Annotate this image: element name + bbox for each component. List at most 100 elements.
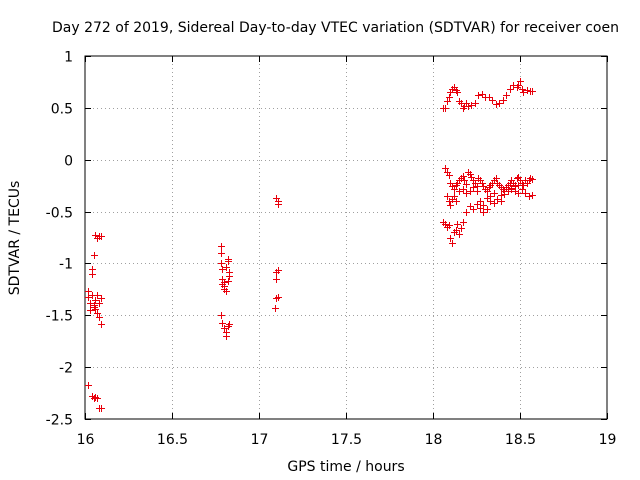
data-point: [218, 243, 225, 250]
data-point: [85, 288, 92, 295]
data-point: [221, 286, 228, 293]
data-point: [467, 188, 474, 195]
data-point: [463, 209, 470, 216]
data-point: [218, 250, 225, 257]
data-point: [442, 105, 449, 112]
data-point: [454, 89, 461, 96]
data-point: [524, 87, 531, 94]
y-tick-label: -1: [59, 257, 73, 273]
data-point: [273, 276, 280, 283]
data-point: [225, 278, 232, 285]
data-point: [218, 260, 225, 267]
data-point: [98, 321, 105, 328]
data-point: [467, 171, 474, 178]
data-point: [467, 203, 474, 210]
x-tick-label: 16: [77, 432, 95, 448]
data-point: [472, 100, 479, 107]
data-point: [484, 188, 491, 195]
data-point: [89, 292, 96, 299]
data-points: [85, 78, 536, 412]
data-point: [519, 86, 526, 93]
data-point: [480, 202, 487, 209]
data-point: [500, 97, 507, 104]
data-point: [470, 206, 477, 213]
data-point: [444, 98, 451, 105]
y-tick-label: 0.5: [51, 102, 73, 118]
data-point: [92, 297, 99, 304]
data-point: [85, 294, 92, 301]
data-point: [219, 320, 226, 327]
data-point: [89, 266, 96, 273]
data-point: [498, 192, 505, 199]
data-point: [458, 225, 465, 232]
data-point: [491, 200, 498, 207]
x-axis-title: GPS time / hours: [287, 459, 404, 475]
data-point: [456, 188, 463, 195]
data-point: [91, 252, 98, 259]
data-point: [505, 186, 512, 193]
data-point: [474, 201, 481, 208]
data-point: [91, 304, 98, 311]
data-point: [98, 405, 105, 412]
data-point: [219, 266, 226, 273]
data-point: [487, 198, 494, 205]
x-tick-label: 16.5: [157, 432, 188, 448]
data-point: [475, 92, 482, 99]
data-point: [468, 102, 475, 109]
data-point: [526, 193, 533, 200]
data-point: [454, 221, 461, 228]
y-tick-label: -1.5: [46, 309, 73, 325]
data-point: [226, 321, 233, 328]
data-point: [463, 181, 470, 188]
data-point: [470, 184, 477, 191]
data-point: [498, 198, 505, 205]
data-point: [446, 172, 453, 179]
data-point: [503, 92, 510, 99]
data-point: [529, 176, 536, 183]
data-point: [272, 305, 279, 312]
data-point: [225, 256, 232, 263]
axis-ticks: [85, 56, 608, 420]
data-point: [489, 97, 496, 104]
data-point: [508, 185, 515, 192]
data-point: [493, 101, 500, 108]
data-point: [446, 94, 453, 101]
y-tick-label: -2: [59, 361, 73, 377]
y-tick-label: -2.5: [46, 413, 73, 429]
data-point: [442, 165, 449, 172]
data-point: [85, 382, 92, 389]
x-tick-label: 17.5: [331, 432, 362, 448]
x-tick-label: 18: [425, 432, 443, 448]
data-point: [480, 209, 487, 216]
data-point: [529, 88, 536, 95]
data-point: [453, 227, 460, 234]
data-point: [491, 190, 498, 197]
x-tick-label: 17: [251, 432, 269, 448]
data-point: [494, 196, 501, 203]
data-point: [451, 186, 458, 193]
data-point: [226, 273, 233, 280]
data-point: [515, 182, 522, 189]
data-point: [460, 219, 467, 226]
data-point: [512, 183, 519, 190]
y-tick-label: -0.5: [46, 206, 73, 222]
x-tick-label: 19: [599, 432, 617, 448]
data-point: [453, 198, 460, 205]
data-point: [477, 205, 484, 212]
data-point: [96, 314, 103, 321]
data-point: [484, 206, 491, 213]
data-point: [496, 100, 503, 107]
data-point: [96, 300, 103, 307]
y-tick-label: 0: [64, 154, 73, 170]
data-point: [219, 281, 226, 288]
data-point: [94, 395, 101, 402]
data-point: [477, 198, 484, 205]
data-point: [486, 94, 493, 101]
data-point: [522, 190, 529, 197]
data-point: [456, 231, 463, 238]
data-point: [465, 103, 472, 110]
data-point: [98, 295, 105, 302]
grid-lines: [85, 56, 607, 419]
data-point: [463, 190, 470, 197]
